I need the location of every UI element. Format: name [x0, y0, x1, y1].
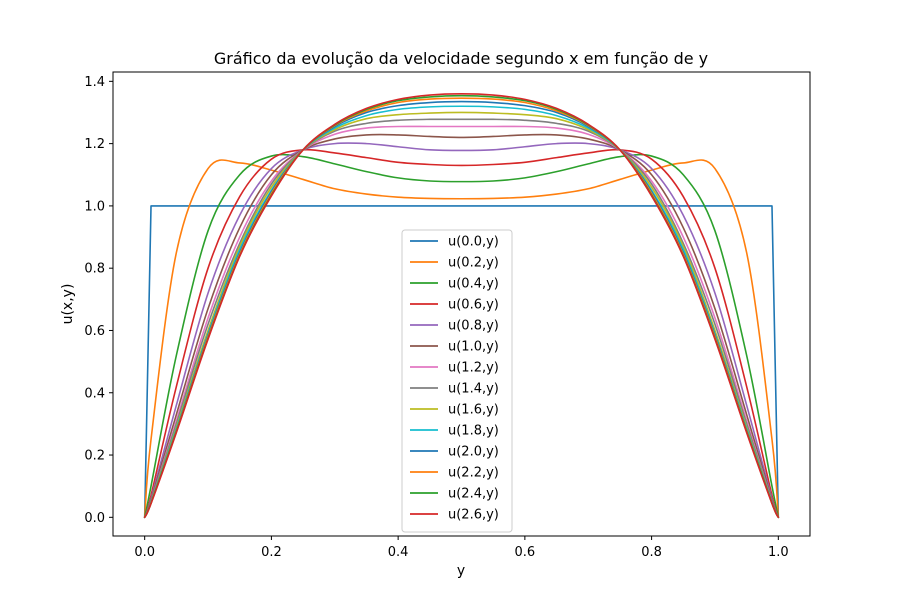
- x-tick-label: 0.8: [641, 545, 662, 560]
- legend-label: u(2.2,y): [448, 466, 499, 481]
- y-tick-label: 1.4: [84, 75, 105, 90]
- series-line-0: [143, 205, 780, 519]
- series-line-6: [143, 125, 780, 519]
- plot-area: [143, 93, 780, 519]
- legend-label: u(2.4,y): [448, 487, 499, 502]
- x-tick-label: 1.0: [768, 545, 789, 560]
- x-tick-label: 0.0: [134, 545, 155, 560]
- legend-label: u(1.4,y): [448, 382, 499, 397]
- axes-frame: [112, 71, 811, 537]
- series-line-1: [143, 159, 780, 519]
- y-tick-label: 0.4: [84, 386, 105, 401]
- y-tick-label: 1.0: [84, 199, 105, 214]
- series-line-8: [143, 111, 780, 519]
- legend-label: u(1.6,y): [448, 403, 499, 418]
- y-tick-label: 1.2: [84, 137, 105, 152]
- legend-label: u(2.0,y): [448, 445, 499, 460]
- x-axis-label: y: [457, 563, 465, 579]
- legend-label: u(0.2,y): [448, 256, 499, 271]
- series-line-7: [143, 118, 780, 519]
- legend-label: u(0.0,y): [448, 235, 499, 250]
- series-line-3: [143, 148, 780, 519]
- y-axis: 0.0 0.2 0.4 0.6 0.8 1.0 1.2 1.4: [84, 75, 113, 526]
- legend-label: u(1.2,y): [448, 361, 499, 376]
- y-axis-label: u(x,y): [60, 284, 76, 325]
- legend-label: u(0.6,y): [448, 298, 499, 313]
- legend-box: [401, 229, 513, 533]
- legend-label: u(0.8,y): [448, 319, 499, 334]
- y-tick-label: 0.2: [84, 449, 105, 464]
- series-line-5: [143, 133, 780, 519]
- legend-label: u(1.8,y): [448, 424, 499, 439]
- legend-label: u(0.4,y): [448, 277, 499, 292]
- legend-label: u(2.6,y): [448, 508, 499, 523]
- legend: u(0.0,y) u(0.2,y) u(0.4,y) u(0.6,y) u(0.8,y)…: [401, 229, 513, 533]
- y-tick-label: 0.6: [84, 324, 105, 339]
- series-line-4: [143, 142, 780, 519]
- y-tick-label: 0.8: [84, 262, 105, 277]
- series-line-9: [143, 105, 780, 519]
- series-line-2: [143, 153, 780, 519]
- x-axis: 0.0 0.2 0.4 0.6 0.8 1.0: [134, 536, 789, 560]
- x-tick-label: 0.4: [388, 545, 409, 560]
- x-tick-label: 0.2: [261, 545, 282, 560]
- chart-title: Gráfico da evolução da velocidade segund…: [214, 49, 708, 68]
- y-tick-label: 0.0: [84, 511, 105, 526]
- series-line-13: [143, 93, 780, 519]
- x-tick-label: 0.6: [515, 545, 536, 560]
- legend-label: u(1.0,y): [448, 340, 499, 355]
